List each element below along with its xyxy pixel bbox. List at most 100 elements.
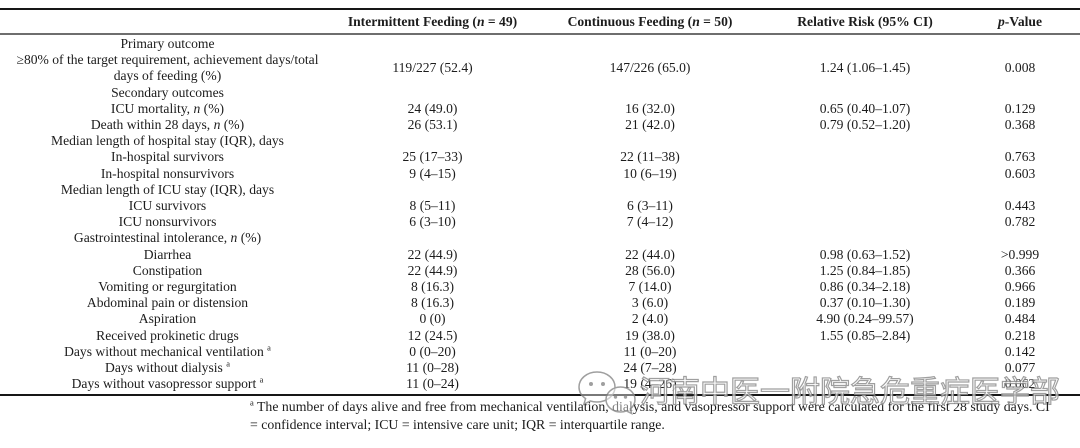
cell-continuous: 10 (6–19)	[623, 165, 677, 181]
cell-p: 0.077	[1004, 360, 1036, 376]
cell-continuous: 28 (56.0)	[625, 262, 675, 278]
cell-continuous: 2 (4.0)	[631, 311, 669, 327]
cell-continuous: 21 (42.0)	[625, 117, 675, 133]
cell-intermittent: 8 (16.3)	[410, 279, 455, 295]
table-row: Days without vasopressor support a 11 (0–…	[0, 376, 1080, 392]
header-continuous-feeding: Continuous Feeding (n = 50)	[567, 13, 733, 29]
row-label: Constipation	[132, 262, 203, 278]
row-label: ICU mortality, n (%)	[110, 100, 225, 116]
cell-intermittent: 8 (16.3)	[410, 295, 455, 311]
cell-continuous: 24 (7–28)	[623, 360, 677, 376]
row-label: Days without dialysis a	[105, 358, 230, 376]
table-row: Primary outcome	[0, 36, 1080, 52]
row-label: Gastrointestinal intolerance, n (%)	[73, 230, 262, 246]
cell-p: 0.366	[1004, 262, 1036, 278]
row-label: ICU survivors	[128, 198, 207, 214]
table-row: ICU survivors 8 (5–11) 6 (3–11) 0.443	[0, 198, 1080, 214]
row-label: In-hospital survivors	[111, 149, 224, 165]
cell-continuous: 147/226 (65.0)	[609, 60, 691, 76]
table-header-row: Intermittent Feeding (n = 49) Continuous…	[0, 10, 1080, 35]
table-row: In-hospital survivors 25 (17–33) 22 (11–38…	[0, 149, 1080, 165]
cell-continuous: 19 (38.0)	[625, 327, 675, 343]
table-row: Days without dialysis a 11 (0–28) 24 (7–28…	[0, 358, 1080, 376]
cell-p: 0.129	[1004, 100, 1036, 116]
table-row: Secondary outcomes	[0, 85, 1080, 101]
footnote-text: The number of days alive and free from m…	[250, 399, 1050, 432]
table-row: ICU mortality, n (%) 24 (49.0) 16 (32.0) 0.…	[0, 101, 1080, 117]
cell-intermittent: 12 (24.5)	[407, 327, 458, 343]
cell-intermittent: 6 (3–10)	[409, 214, 456, 230]
cell-rr: 0.65 (0.40–1.07)	[819, 100, 911, 116]
table-row: ≥80% of the target requirement, achievem…	[0, 52, 1080, 84]
cell-intermittent: 0 (0)	[419, 311, 446, 327]
table-row: ICU nonsurvivors 6 (3–10) 7 (4–12) 0.782	[0, 214, 1080, 230]
table-row: Median length of ICU stay (IQR), days	[0, 182, 1080, 198]
cell-p: 0.008	[1004, 60, 1036, 76]
cell-rr: 0.86 (0.34–2.18)	[819, 279, 911, 295]
row-label: Abdominal pain or distension	[86, 295, 249, 311]
cell-rr: 0.79 (0.52–1.20)	[819, 117, 911, 133]
row-label: Diarrhea	[143, 246, 192, 262]
cell-p: 0.484	[1004, 311, 1036, 327]
table-row: Constipation 22 (44.9) 28 (56.0) 1.25 (0.84…	[0, 263, 1080, 279]
table-row: Median length of hospital stay (IQR), da…	[0, 133, 1080, 149]
cell-continuous: 16 (32.0)	[625, 100, 675, 116]
table-row: Received prokinetic drugs 12 (24.5) 19 (38…	[0, 328, 1080, 344]
row-label: In-hospital nonsurvivors	[100, 165, 235, 181]
table-row: Aspiration 0 (0) 2 (4.0) 4.90 (0.24–99.57) 0…	[0, 311, 1080, 327]
cell-intermittent: 119/227 (52.4)	[392, 60, 473, 76]
cell-continuous: 22 (11–38)	[620, 149, 680, 165]
header-p-value: p-Value	[997, 13, 1043, 29]
table-row: Diarrhea 22 (44.9) 22 (44.0) 0.98 (0.63–1.5…	[0, 247, 1080, 263]
cell-p: 0.062	[1004, 376, 1036, 392]
cell-intermittent: 25 (17–33)	[402, 149, 463, 165]
row-label: Median length of hospital stay (IQR), da…	[51, 133, 284, 149]
row-label: Median length of ICU stay (IQR), days	[60, 181, 275, 197]
row-label: Death within 28 days, n (%)	[90, 117, 245, 133]
cell-intermittent: 11 (0–24)	[406, 376, 459, 392]
cell-p: >0.999	[1000, 246, 1040, 262]
cell-p: 0.218	[1004, 327, 1036, 343]
cell-continuous: 19 (4–26)	[623, 376, 677, 392]
cell-continuous: 7 (4–12)	[626, 214, 674, 230]
cell-intermittent: 8 (5–11)	[409, 198, 456, 214]
cell-intermittent: 9 (4–15)	[409, 165, 456, 181]
cell-p: 0.966	[1004, 279, 1036, 295]
table-row: Death within 28 days, n (%) 26 (53.1) 21 (…	[0, 117, 1080, 133]
cell-continuous: 11 (0–20)	[623, 343, 677, 359]
row-label: Days without mechanical ventilation a	[64, 342, 271, 359]
row-label: ≥80% of the target requirement, achievem…	[16, 52, 319, 84]
cell-intermittent: 24 (49.0)	[407, 100, 458, 116]
header-intermittent-feeding: Intermittent Feeding (n = 49)	[347, 13, 518, 29]
cell-continuous: 3 (6.0)	[631, 295, 669, 311]
table-row: Days without mechanical ventilation a 0 (…	[0, 342, 1080, 360]
cell-p: 0.443	[1004, 198, 1036, 214]
table-row: Gastrointestinal intolerance, n (%)	[0, 230, 1080, 246]
cell-rr: 0.37 (0.10–1.30)	[819, 295, 911, 311]
cell-rr: 4.90 (0.24–99.57)	[816, 311, 914, 327]
row-label: Days without vasopressor support a	[71, 374, 264, 392]
cell-rr: 1.25 (0.84–1.85)	[819, 262, 911, 278]
cell-continuous: 22 (44.0)	[625, 246, 675, 262]
cell-continuous: 6 (3–11)	[627, 198, 673, 214]
table-body: Primary outcome ≥80% of the target requir…	[0, 35, 1080, 397]
cell-p: 0.189	[1004, 295, 1036, 311]
row-label: Vomiting or regurgitation	[98, 279, 237, 295]
cell-p: 0.782	[1004, 214, 1036, 230]
cell-p: 0.763	[1004, 149, 1036, 165]
row-label: Secondary outcomes	[111, 84, 224, 100]
table-row: Abdominal pain or distension 8 (16.3) 3 (6…	[0, 295, 1080, 311]
cell-intermittent: 0 (0–20)	[409, 343, 456, 359]
row-label: Received prokinetic drugs	[96, 327, 239, 343]
row-label: Aspiration	[138, 311, 197, 327]
cell-rr: 1.55 (0.85–2.84)	[819, 327, 911, 343]
table-row: In-hospital nonsurvivors 9 (4–15) 10 (6–19…	[0, 166, 1080, 182]
table-footnote: a The number of days alive and free from…	[250, 398, 1050, 433]
cell-rr: 1.24 (1.06–1.45)	[819, 60, 911, 76]
row-label: ICU nonsurvivors	[118, 214, 217, 230]
cell-p: 0.603	[1004, 165, 1036, 181]
cell-continuous: 7 (14.0)	[628, 279, 672, 295]
cell-intermittent: 22 (44.9)	[407, 262, 458, 278]
cell-p: 0.142	[1004, 343, 1036, 359]
